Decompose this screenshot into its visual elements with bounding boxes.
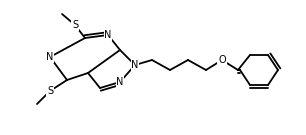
Text: N: N: [46, 52, 54, 62]
Text: N: N: [104, 30, 112, 40]
Text: N: N: [131, 60, 139, 70]
Text: N: N: [116, 77, 124, 87]
Text: S: S: [72, 20, 78, 30]
Text: S: S: [47, 86, 53, 96]
Text: O: O: [218, 55, 226, 65]
